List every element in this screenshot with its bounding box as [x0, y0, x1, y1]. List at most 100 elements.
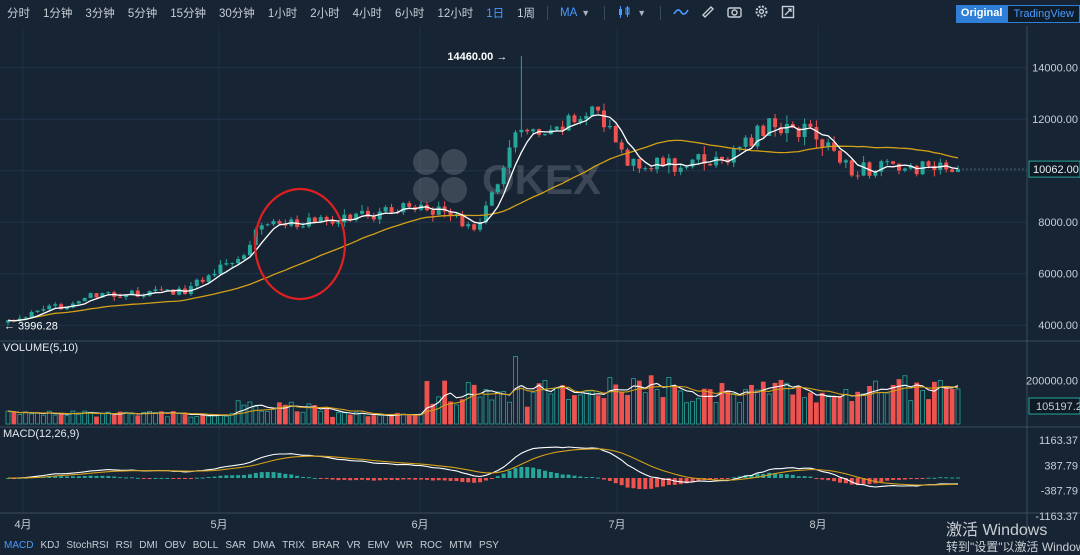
candle-body: [643, 168, 648, 170]
indicator-tab-dma[interactable]: DMA: [252, 540, 276, 551]
timeframe-4[interactable]: 15分钟: [170, 8, 207, 20]
volume-bar: [442, 380, 448, 425]
macd-histogram-bar: [460, 478, 465, 482]
indicator-tab-kdj[interactable]: KDJ: [40, 540, 60, 551]
timeframe-10[interactable]: 12小时: [437, 8, 474, 20]
fullscreen-icon[interactable]: [775, 5, 801, 22]
volume-bar: [159, 411, 164, 425]
indicator-tab-rsi[interactable]: RSI: [115, 540, 133, 551]
macd-histogram-bar: [956, 477, 960, 479]
volume-bar: [955, 388, 961, 425]
macd-histogram-bar: [312, 477, 317, 479]
macd-histogram-bar: [714, 478, 719, 480]
indicator-tab-dmi[interactable]: DMI: [139, 540, 158, 551]
candle-body: [371, 216, 376, 220]
macd-histogram-bar: [820, 478, 825, 480]
volume-bar: [58, 413, 64, 425]
volume-bar: [890, 384, 896, 425]
indicator-tab-trix[interactable]: TRIX: [282, 540, 305, 551]
volume-bar: [743, 389, 748, 425]
original-view-button[interactable]: Original: [955, 5, 1008, 23]
timeframe-9[interactable]: 6小时: [395, 8, 425, 20]
candle-body: [466, 224, 471, 227]
volume-bar: [636, 380, 642, 425]
candle-body: [885, 161, 890, 163]
indicator-tab-brar[interactable]: BRAR: [311, 540, 340, 551]
indicator-tab-wr[interactable]: WR: [396, 540, 413, 551]
volume-bar: [684, 402, 689, 425]
indicator-menu-button[interactable]: MA: [560, 7, 578, 19]
volume-bar: [483, 389, 489, 425]
volume-bar: [849, 401, 855, 425]
timeframe-11[interactable]: 1日: [486, 8, 505, 20]
windows-activation-watermark: 激活 Windows 转到"设置"以激活 Windows: [946, 516, 1080, 554]
volume-bar: [760, 381, 766, 425]
ruler-icon[interactable]: [695, 5, 721, 22]
macd-histogram-bar: [755, 473, 760, 478]
candle-body: [613, 126, 618, 143]
indicator-tab-emv[interactable]: EMV: [367, 540, 390, 551]
watermark-logo-dot: [441, 149, 467, 175]
candle-body: [837, 150, 842, 163]
volume-bar: [188, 416, 194, 425]
macd-histogram-bar: [719, 478, 724, 479]
volume-bar: [23, 411, 29, 425]
macd-histogram-bar: [879, 478, 884, 482]
indicator-tab-stochrsi[interactable]: StochRSI: [66, 540, 109, 551]
volume-bar: [878, 391, 884, 425]
indicator-tab-macd[interactable]: MACD: [4, 540, 34, 551]
volume-bar: [271, 408, 276, 425]
indicator-tab-mtm[interactable]: MTM: [449, 540, 472, 551]
macd-histogram-bar: [537, 469, 542, 478]
timeframe-3[interactable]: 5分钟: [127, 8, 158, 20]
macd-histogram-bar: [584, 477, 589, 479]
macd-histogram-bar: [590, 476, 595, 478]
timeframe-0[interactable]: 分时: [7, 8, 30, 20]
volume-bar: [872, 380, 878, 425]
volume-bar: [41, 414, 46, 425]
candle-body: [731, 148, 736, 163]
annotation-circle: [253, 187, 347, 301]
macd-histogram-bar: [377, 478, 382, 481]
timeframe-1[interactable]: 1分钟: [43, 8, 73, 20]
ma-slow-line: [7, 139, 959, 322]
timeframe-7[interactable]: 2小时: [310, 8, 340, 20]
candle-body: [761, 125, 766, 136]
dropdown-caret-icon[interactable]: ▼: [637, 8, 647, 18]
timeframe-8[interactable]: 4小时: [352, 8, 383, 20]
timeframe-5[interactable]: 30分钟: [219, 8, 255, 20]
indicator-tab-sar[interactable]: SAR: [225, 540, 246, 551]
indicator-tab-obv[interactable]: OBV: [164, 540, 186, 551]
chart-area[interactable]: OKEX 14460.00 → ← 3996.28 14000.00 12000.00 1…: [0, 26, 1080, 539]
dropdown-caret-icon[interactable]: ▼: [581, 8, 591, 18]
timeframe-12[interactable]: 1周: [517, 8, 536, 20]
indicator-tab-vr[interactable]: VR: [346, 540, 361, 551]
candle-body: [218, 264, 223, 274]
candle-style-icon[interactable]: [611, 5, 637, 22]
candle-body: [448, 211, 453, 216]
volume-bar: [35, 412, 40, 425]
macd-histogram-bar: [773, 473, 778, 478]
indicator-tab-boll[interactable]: BOLL: [192, 540, 219, 551]
volume-bar: [64, 415, 70, 425]
indicator-tab-roc[interactable]: ROC: [419, 540, 443, 551]
volume-bar: [566, 398, 571, 425]
x-axis-label: 7月: [608, 519, 625, 531]
candle-body: [678, 167, 683, 172]
price-tick-label: 12000.00: [1032, 114, 1078, 126]
candle-body: [224, 263, 229, 265]
timeframe-6[interactable]: 1小时: [267, 8, 298, 20]
candle-body: [271, 221, 276, 225]
tradingview-view-button[interactable]: TradingView: [1007, 5, 1080, 23]
camera-icon[interactable]: [721, 5, 748, 22]
macd-histogram-bar: [247, 474, 252, 478]
indicator-tab-psy[interactable]: PSY: [478, 540, 499, 551]
volume-bar: [336, 412, 341, 425]
line-tool-icon[interactable]: [667, 5, 695, 22]
macd-histogram-bar: [153, 477, 158, 479]
gear-icon[interactable]: [748, 4, 775, 22]
macd-histogram-bar: [472, 478, 477, 483]
macd-histogram-bar: [637, 478, 642, 490]
candle-body: [312, 217, 317, 223]
timeframe-2[interactable]: 3分钟: [85, 8, 115, 20]
